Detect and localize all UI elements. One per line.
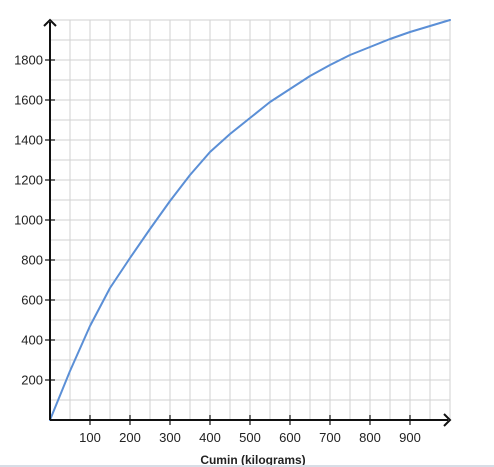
x-tick-label: 300 <box>159 430 181 445</box>
y-tick-label: 800 <box>21 253 43 268</box>
y-tick-label: 1200 <box>14 173 43 188</box>
x-tick-label: 200 <box>119 430 141 445</box>
y-tick-label: 1800 <box>14 53 43 68</box>
bottom-divider <box>0 465 494 467</box>
x-tick-label: 800 <box>359 430 381 445</box>
x-tick-label: 900 <box>399 430 421 445</box>
ticks: 100 200 300 400 500 600 700 800 900 200 400 600 800 1… <box>14 53 421 446</box>
x-tick-label: 700 <box>319 430 341 445</box>
y-tick-label: 400 <box>21 333 43 348</box>
x-tick-label: 400 <box>199 430 221 445</box>
x-tick-label: 100 <box>79 430 101 445</box>
axes <box>43 18 452 427</box>
y-tick-label: 600 <box>21 293 43 308</box>
y-tick-label: 200 <box>21 373 43 388</box>
y-tick-label: 1400 <box>14 133 43 148</box>
x-tick-label: 600 <box>279 430 301 445</box>
y-tick-label: 1600 <box>14 93 43 108</box>
y-tick-label: 1000 <box>14 213 43 228</box>
y-axis-arrow-icon <box>43 18 57 27</box>
grid <box>50 19 451 420</box>
series-layer <box>49 19 451 421</box>
x-tick-label: 500 <box>239 430 261 445</box>
x-axis-title: Cumin (kilograms) <box>200 453 305 467</box>
series-line-0 <box>49 19 451 421</box>
x-axis-arrow-icon <box>443 413 452 427</box>
